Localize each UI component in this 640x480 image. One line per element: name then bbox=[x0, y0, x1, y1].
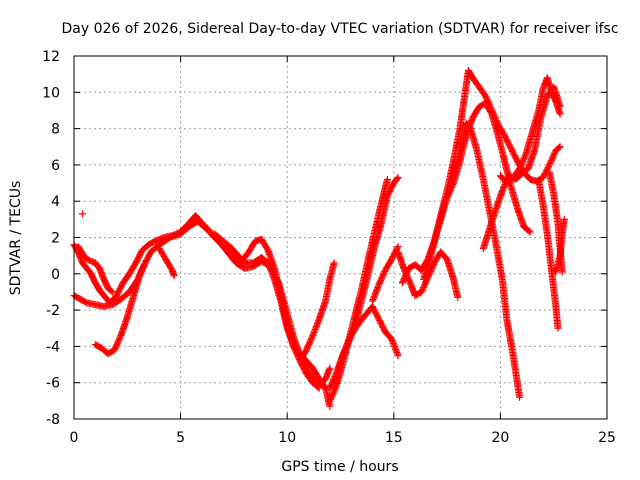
x-tick-label: 5 bbox=[176, 430, 185, 446]
y-tick-label: -2 bbox=[46, 303, 60, 319]
data-point bbox=[393, 175, 401, 183]
data-point bbox=[315, 384, 323, 392]
data-point bbox=[393, 244, 401, 252]
data-point bbox=[516, 393, 524, 401]
x-tick-label: 20 bbox=[491, 430, 509, 446]
data-point bbox=[308, 333, 316, 341]
y-tick-label: 0 bbox=[51, 267, 60, 283]
x-axis-title: GPS time / hours bbox=[281, 459, 398, 475]
data-point bbox=[107, 287, 115, 295]
y-tick-label: 12 bbox=[42, 49, 60, 65]
x-tick-label: 25 bbox=[598, 430, 616, 446]
data-point bbox=[560, 215, 568, 223]
data-points bbox=[70, 67, 568, 410]
y-tick-label: 8 bbox=[51, 122, 60, 138]
data-point bbox=[554, 324, 562, 332]
data-point bbox=[525, 227, 533, 235]
y-tick-label: -8 bbox=[46, 412, 60, 428]
data-point bbox=[454, 293, 462, 301]
chart-title: Day 026 of 2026, Sidereal Day-to-day VTE… bbox=[61, 21, 618, 37]
x-tick-label: 0 bbox=[70, 430, 79, 446]
y-tick-label: 10 bbox=[42, 85, 60, 101]
grid bbox=[74, 56, 607, 419]
data-point bbox=[394, 351, 402, 359]
data-point bbox=[79, 210, 87, 218]
data-point bbox=[558, 268, 566, 276]
x-tick-label: 10 bbox=[278, 430, 296, 446]
data-point bbox=[555, 144, 563, 152]
x-tick-label: 15 bbox=[385, 430, 403, 446]
y-tick-label: 6 bbox=[51, 158, 60, 174]
data-point bbox=[140, 262, 148, 270]
data-point bbox=[526, 228, 534, 236]
data-point bbox=[170, 272, 178, 280]
data-point bbox=[330, 259, 338, 267]
y-tick-label: 4 bbox=[51, 194, 60, 210]
y-axis-title: SDTVAR / TECUs bbox=[8, 181, 24, 296]
y-tick-label: -4 bbox=[46, 339, 60, 355]
data-point bbox=[140, 261, 148, 269]
data-point bbox=[556, 110, 564, 118]
y-tick-label: 2 bbox=[51, 231, 60, 247]
data-point bbox=[314, 383, 322, 391]
data-point bbox=[556, 143, 564, 151]
data-point bbox=[383, 175, 391, 183]
y-tick-label: -6 bbox=[46, 376, 60, 392]
data-point bbox=[326, 364, 334, 372]
axis-ticks: 0 5 10 15 20 25 -8 -6 -4 -2 0 2 4 6 8 10 12 bbox=[42, 49, 616, 446]
data-point bbox=[394, 174, 402, 182]
data-point bbox=[108, 288, 116, 296]
